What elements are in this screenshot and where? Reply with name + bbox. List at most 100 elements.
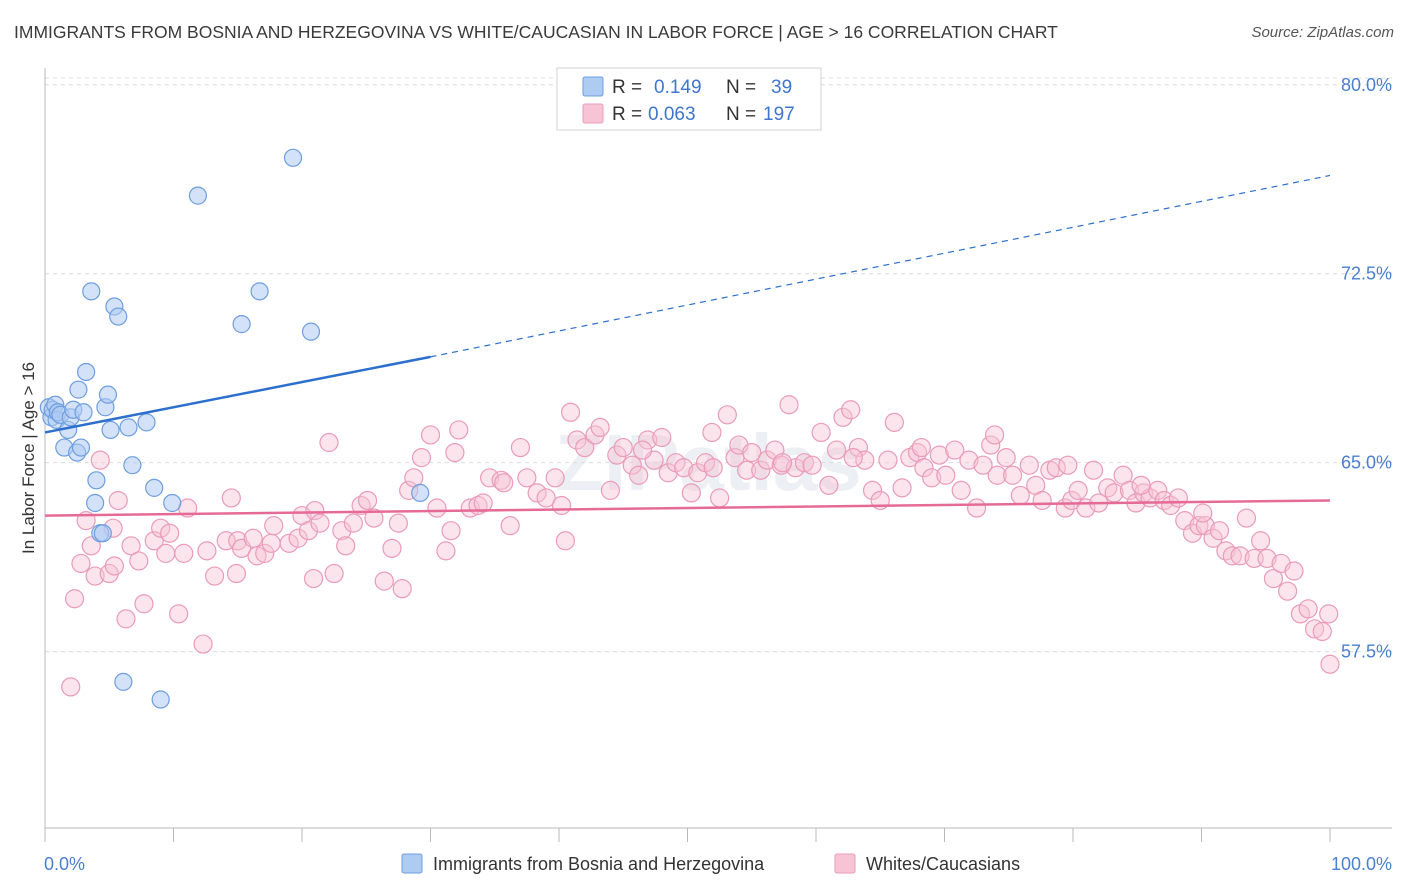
pink-point	[560, 402, 581, 422]
pink-point	[332, 521, 352, 541]
blue-point	[145, 478, 164, 497]
blue-point	[250, 282, 269, 301]
pink-point	[652, 427, 672, 448]
pink-point	[1312, 621, 1332, 642]
pink-point	[622, 455, 642, 475]
pink-point	[981, 435, 1001, 455]
blue-point	[69, 380, 88, 399]
pink-point	[973, 455, 993, 475]
blue-point	[93, 524, 112, 543]
pink-point	[1161, 495, 1181, 516]
blue-point	[71, 438, 91, 457]
bottom-legend-swatch-pink	[834, 853, 856, 874]
pink-point	[785, 458, 806, 478]
legend-r-label-2: R =	[612, 104, 642, 125]
pink-point	[811, 422, 831, 443]
pink-point	[855, 450, 875, 470]
pink-point	[364, 508, 384, 528]
pink-point	[494, 473, 514, 493]
pink-point	[411, 448, 432, 468]
axis-layer: 57.5% 65.0% 72.5% 80.0% 0.0% 100.0%	[44, 68, 1392, 874]
pink-point	[1209, 521, 1230, 541]
blue-point	[411, 483, 430, 503]
pink-point	[638, 430, 658, 450]
legend-n-value-2: 197	[763, 104, 795, 125]
blue-point	[74, 403, 93, 422]
pink-point	[310, 513, 330, 533]
pink-point	[1230, 546, 1250, 566]
pink-point	[922, 468, 942, 488]
blue-point	[151, 690, 170, 709]
pink-point	[1098, 478, 1118, 498]
bottom-legend: Immigrants from Bosnia and Herzegovina W…	[401, 853, 1020, 874]
pink-point	[710, 488, 730, 508]
bottom-legend-swatch-blue	[401, 853, 423, 874]
blue-point	[77, 362, 96, 382]
blue-point	[163, 493, 182, 513]
legend-r-value-1: 0.149	[654, 77, 702, 98]
bottom-legend-label-pink: Whites/Caucasians	[866, 854, 1020, 874]
blue-point	[137, 413, 156, 432]
pink-point	[1131, 475, 1151, 495]
pink-point	[305, 500, 325, 521]
blue-trend-extension	[430, 174, 1331, 358]
pink-point	[911, 437, 931, 458]
pink-point	[351, 495, 371, 516]
pink-point	[357, 490, 378, 511]
pink-point	[945, 440, 965, 460]
pink-point	[751, 460, 771, 480]
pink-point	[600, 480, 621, 500]
blue-point	[109, 307, 128, 326]
blue-point	[188, 186, 208, 205]
legend-n-label-2: N =	[726, 104, 756, 125]
pink-point	[374, 571, 394, 591]
pink-point	[61, 677, 81, 697]
pink-point	[104, 556, 124, 576]
chart-source: Source: ZipAtlas.com	[1251, 24, 1394, 41]
y-tick-label: 57.5%	[1341, 642, 1392, 662]
blue-point	[283, 148, 303, 167]
pink-point	[967, 498, 987, 518]
watermark: ZIPatlas	[555, 418, 862, 507]
blue-point	[86, 493, 105, 513]
pink-point	[1003, 465, 1023, 485]
pink-point	[81, 536, 101, 556]
pink-point	[108, 490, 128, 511]
pink-point	[343, 513, 363, 533]
legend-n-label-1: N =	[726, 77, 756, 98]
pink-point	[1203, 528, 1223, 548]
y-axis-label: In Labor Force | Age > 16	[19, 362, 38, 554]
pink-point	[527, 483, 547, 503]
pink-point	[336, 536, 356, 556]
pink-point	[1257, 548, 1277, 569]
pink-point	[1046, 458, 1066, 478]
blue-point	[87, 471, 106, 490]
pink-point	[193, 634, 213, 654]
pink-point	[1189, 516, 1209, 536]
pink-point	[985, 425, 1005, 445]
pink-point	[129, 551, 149, 571]
pink-point	[674, 458, 694, 478]
pink-point	[702, 422, 722, 443]
pink-point	[717, 405, 737, 425]
blue-series	[39, 148, 430, 709]
pink-point	[951, 480, 971, 500]
pink-point	[658, 463, 678, 483]
pink-point	[279, 533, 299, 553]
pink-point	[388, 513, 408, 533]
pink-point	[802, 455, 822, 475]
pink-point	[1119, 480, 1140, 500]
pink-point	[90, 450, 110, 470]
pink-point	[427, 498, 447, 518]
pink-point	[1284, 561, 1304, 581]
pink-point	[878, 450, 898, 470]
pink-point	[1263, 568, 1284, 589]
pink-point	[1319, 604, 1339, 624]
bottom-legend-label-blue: Immigrants from Bosnia and Herzegovina	[433, 854, 765, 874]
pink-point	[794, 453, 815, 473]
pink-point	[681, 483, 701, 503]
pink-point	[613, 437, 633, 458]
pink-point	[929, 445, 949, 465]
pink-point	[1236, 508, 1257, 528]
pink-point	[1277, 581, 1298, 601]
